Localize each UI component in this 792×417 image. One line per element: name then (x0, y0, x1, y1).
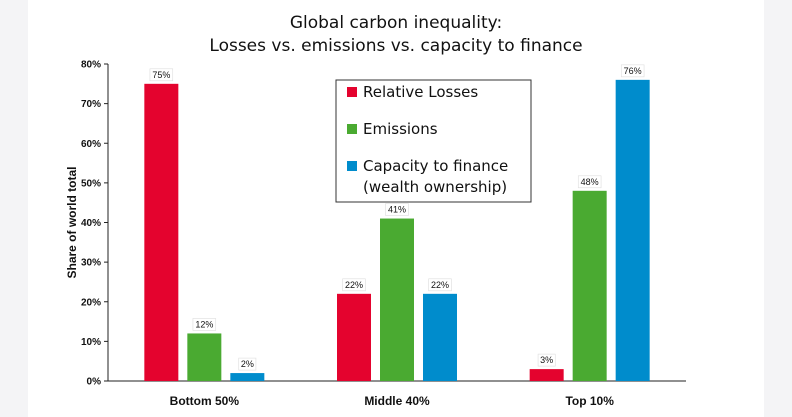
x-category-label: Middle 40% (364, 394, 430, 408)
bar (572, 190, 607, 381)
bar-chart: Global carbon inequality: Losses vs. emis… (65, 13, 686, 408)
chart-panel: Global carbon inequality: Losses vs. emis… (28, 0, 764, 417)
bar (230, 373, 265, 381)
y-tick-label: 60% (81, 139, 101, 150)
legend-label: Capacity to finance (363, 157, 508, 175)
bar (529, 369, 564, 381)
data-label: 75% (152, 70, 170, 80)
data-label: 3% (540, 355, 553, 365)
legend-label: Emissions (363, 120, 438, 138)
bar (337, 293, 371, 381)
data-label-box (577, 175, 602, 189)
data-label: 12% (195, 319, 213, 329)
bar (187, 333, 222, 381)
data-label: 22% (431, 280, 449, 290)
data-label: 22% (345, 280, 363, 290)
bar (615, 79, 650, 381)
bar (144, 83, 179, 381)
legend-label: Relative Losses (363, 83, 478, 101)
y-axis-label: Share of world total (65, 166, 79, 278)
data-label-box (537, 353, 556, 367)
data-label-box (620, 64, 645, 78)
x-category-label: Top 10% (565, 394, 614, 408)
y-tick-label: 80% (81, 60, 101, 71)
data-label-box (342, 278, 366, 292)
data-label-box (428, 278, 452, 292)
y-tick-label: 30% (81, 258, 101, 269)
legend-swatch (347, 124, 357, 134)
chart-title-line: Global carbon inequality: (290, 13, 502, 33)
bar (380, 218, 414, 381)
bar (423, 293, 457, 381)
legend-swatch (347, 87, 357, 97)
data-label-box (238, 357, 257, 371)
y-tick-label: 70% (81, 99, 101, 110)
chart-title-line: Losses vs. emissions vs. capacity to fin… (209, 36, 582, 56)
data-label: 41% (388, 205, 406, 215)
x-category-label: Bottom 50% (170, 394, 240, 408)
legend-swatch (347, 161, 357, 171)
y-tick-label: 50% (81, 178, 101, 189)
data-label-box (192, 318, 217, 331)
legend-label: (wealth ownership) (363, 178, 507, 196)
data-label: 2% (241, 359, 254, 369)
data-label: 76% (624, 66, 642, 76)
y-tick-label: 0% (87, 377, 102, 388)
legend-box (335, 79, 532, 203)
y-tick-label: 20% (81, 297, 101, 308)
data-label-box (149, 68, 174, 82)
y-tick-label: 10% (81, 337, 101, 348)
data-label-box (385, 203, 409, 216)
y-tick-label: 40% (81, 218, 101, 229)
data-label: 48% (581, 177, 599, 187)
